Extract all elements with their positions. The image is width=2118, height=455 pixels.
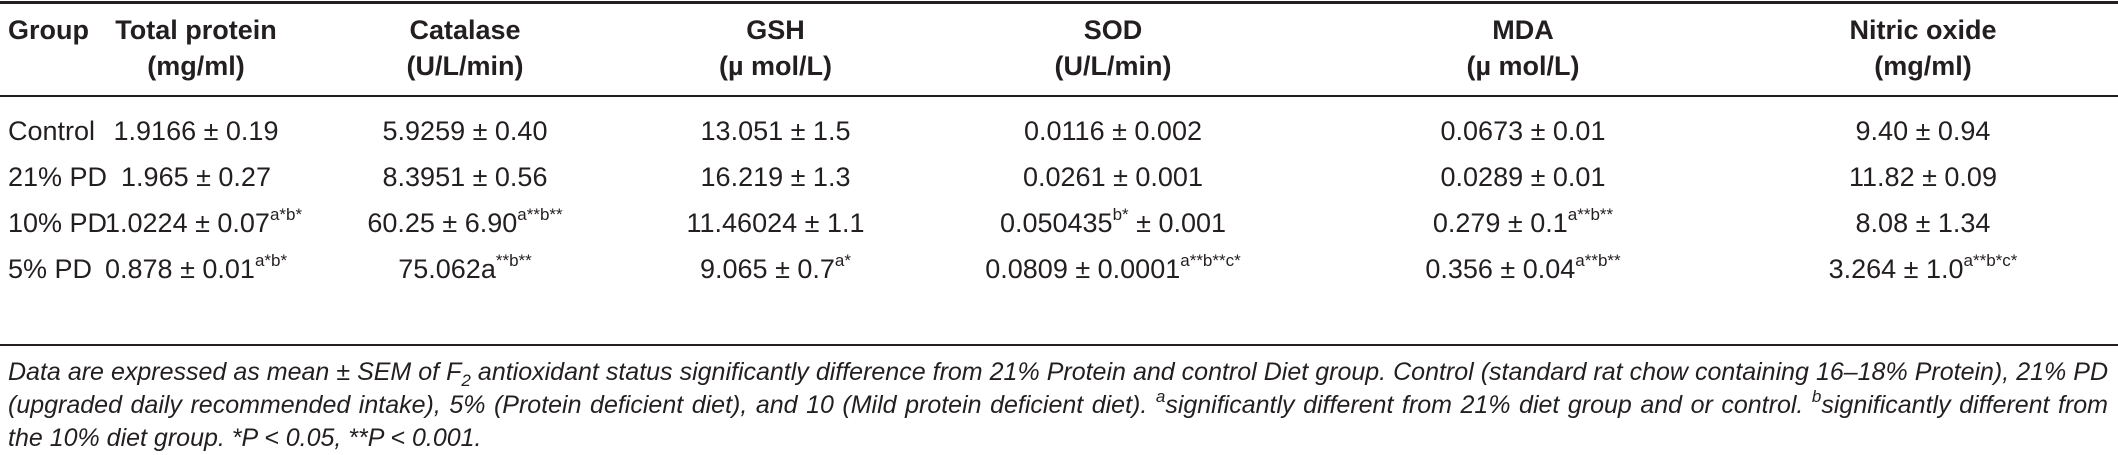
significance-marker: a*b* — [254, 251, 288, 270]
group-label: Control — [8, 116, 96, 146]
table-footnote: Data are expressed as mean ± SEM of F2 a… — [8, 358, 2109, 452]
group-label: 5% PD — [8, 254, 93, 284]
table-row: 5% PD 0.878 ± 0.01a*b* 75.062a**b** 9.065 ±… — [0, 246, 2118, 292]
header-group: Group — [8, 15, 89, 45]
cell-value: 3.264 ± 1.0 — [1828, 254, 1964, 284]
cell-value: 16.219 ± 1.3 — [700, 162, 851, 192]
header-total-protein: Total protein (mg/ml) — [115, 15, 277, 81]
significance-marker: a*b* — [269, 205, 303, 224]
table-row: 10% PD 1.0224 ± 0.07a*b* 60.25 ± 6.90a**b*… — [0, 200, 2118, 246]
cell-value-suffix: ± 0.001 — [1128, 208, 1227, 238]
cell-value: 5.9259 ± 0.40 — [382, 116, 548, 146]
cell-value: 1.0224 ± 0.07 — [105, 208, 270, 238]
cell-mda: 0.0289 ± 0.01 — [1318, 154, 1728, 200]
cell-value: 60.25 ± 6.90 — [367, 208, 518, 238]
header-mda: MDA (µ mol/L) — [1466, 15, 1580, 81]
cell-value: 8.08 ± 1.34 — [1855, 208, 1991, 238]
cell-sod: 0.0809 ± 0.0001a**b**c* — [908, 246, 1318, 292]
cell-value: 11.82 ± 0.09 — [1849, 162, 1997, 192]
cell-mda: 0.356 ± 0.04a**b** — [1318, 246, 1728, 292]
cell-mda: 0.0673 ± 0.01 — [1318, 96, 1728, 154]
significance-marker: a**b** — [517, 205, 563, 224]
cell-value: 1.965 ± 0.27 — [121, 162, 271, 192]
cell-catalase: 8.3951 ± 0.56 — [287, 154, 643, 200]
cell-mda: 0.279 ± 0.1a**b** — [1318, 200, 1728, 246]
cell-value: 0.0289 ± 0.01 — [1440, 162, 1606, 192]
cell-value: 1.9166 ± 0.19 — [113, 116, 279, 146]
group-label: 21% PD — [8, 162, 108, 192]
antioxidant-table: Group Total protein (mg/ml) Catalase (U/… — [0, 0, 2118, 292]
cell-total-protein: 0.878 ± 0.01a*b* — [105, 246, 287, 292]
cell-sod: 0.0116 ± 0.002 — [908, 96, 1318, 154]
cell-value: 0.0809 ± 0.0001 — [985, 254, 1181, 284]
significance-marker: **b** — [495, 251, 532, 270]
cell-total-protein: 1.0224 ± 0.07a*b* — [105, 200, 302, 246]
cell-value: 0.0673 ± 0.01 — [1440, 116, 1606, 146]
table-body: Control 1.9166 ± 0.19 5.9259 ± 0.40 13.051 … — [0, 96, 2118, 292]
cell-gsh: 11.46024 ± 1.1 — [643, 200, 908, 246]
cell-value: 0.050435 — [999, 208, 1113, 238]
header-catalase: Catalase (U/L/min) — [406, 15, 524, 81]
cell-value: 0.0116 ± 0.002 — [1024, 116, 1202, 146]
significance-marker: a* — [834, 251, 851, 270]
cell-catalase: 60.25 ± 6.90a**b** — [287, 200, 643, 246]
cell-value: 75.062a — [398, 254, 496, 284]
significance-marker: a**b** — [1567, 205, 1614, 224]
significance-marker: b* — [1112, 205, 1129, 224]
cell-value: 9.40 ± 0.94 — [1855, 116, 1991, 146]
cell-value: 9.065 ± 0.7 — [700, 254, 835, 284]
header-rule — [0, 95, 2118, 97]
cell-sod: 0.050435b* ± 0.001 — [908, 200, 1318, 246]
cell-value: 13.051 ± 1.5 — [700, 116, 851, 146]
cell-nitric-oxide: 8.08 ± 1.34 — [1728, 200, 2118, 246]
significance-marker: a**b** — [1575, 251, 1621, 270]
cell-nitric-oxide: 9.40 ± 0.94 — [1728, 96, 2118, 154]
top-rule — [0, 1, 2118, 4]
cell-value: 11.46024 ± 1.1 — [686, 208, 865, 238]
cell-catalase: 75.062a**b** — [287, 246, 643, 292]
cell-gsh: 13.051 ± 1.5 — [643, 96, 908, 154]
cell-nitric-oxide: 11.82 ± 0.09 — [1728, 154, 2118, 200]
cell-gsh: 9.065 ± 0.7a* — [643, 246, 908, 292]
cell-catalase: 5.9259 ± 0.40 — [287, 96, 643, 154]
table-row: 21% PD 1.965 ± 0.27 8.3951 ± 0.56 16.219 ± … — [0, 154, 2118, 200]
header-nitric-oxide: Nitric oxide (mg/ml) — [1849, 15, 1997, 81]
significance-marker: a**b**c* — [1180, 251, 1241, 270]
cell-total-protein: 1.9166 ± 0.19 — [105, 96, 287, 154]
header-gsh: GSH (µ mol/L) — [718, 15, 833, 81]
table-row: Control 1.9166 ± 0.19 5.9259 ± 0.40 13.051 … — [0, 96, 2118, 154]
group-label: 10% PD — [8, 208, 108, 238]
cell-sod: 0.0261 ± 0.001 — [908, 154, 1318, 200]
cell-gsh: 16.219 ± 1.3 — [643, 154, 908, 200]
cell-total-protein: 1.965 ± 0.27 — [105, 154, 287, 200]
significance-marker: a**b*c* — [1963, 251, 2018, 270]
cell-nitric-oxide: 3.264 ± 1.0a**b*c* — [1728, 246, 2118, 292]
cell-value: 0.279 ± 0.1 — [1432, 208, 1568, 238]
header-row: Group Total protein (mg/ml) Catalase (U/… — [0, 0, 2118, 96]
cell-value: 0.878 ± 0.01 — [105, 254, 255, 284]
cell-value: 8.3951 ± 0.56 — [382, 162, 548, 192]
header-sod: SOD (U/L/min) — [1054, 15, 1172, 81]
cell-value: 0.0261 ± 0.001 — [1023, 162, 1203, 192]
cell-value: 0.356 ± 0.04 — [1425, 254, 1576, 284]
bottom-rule — [0, 344, 2118, 346]
